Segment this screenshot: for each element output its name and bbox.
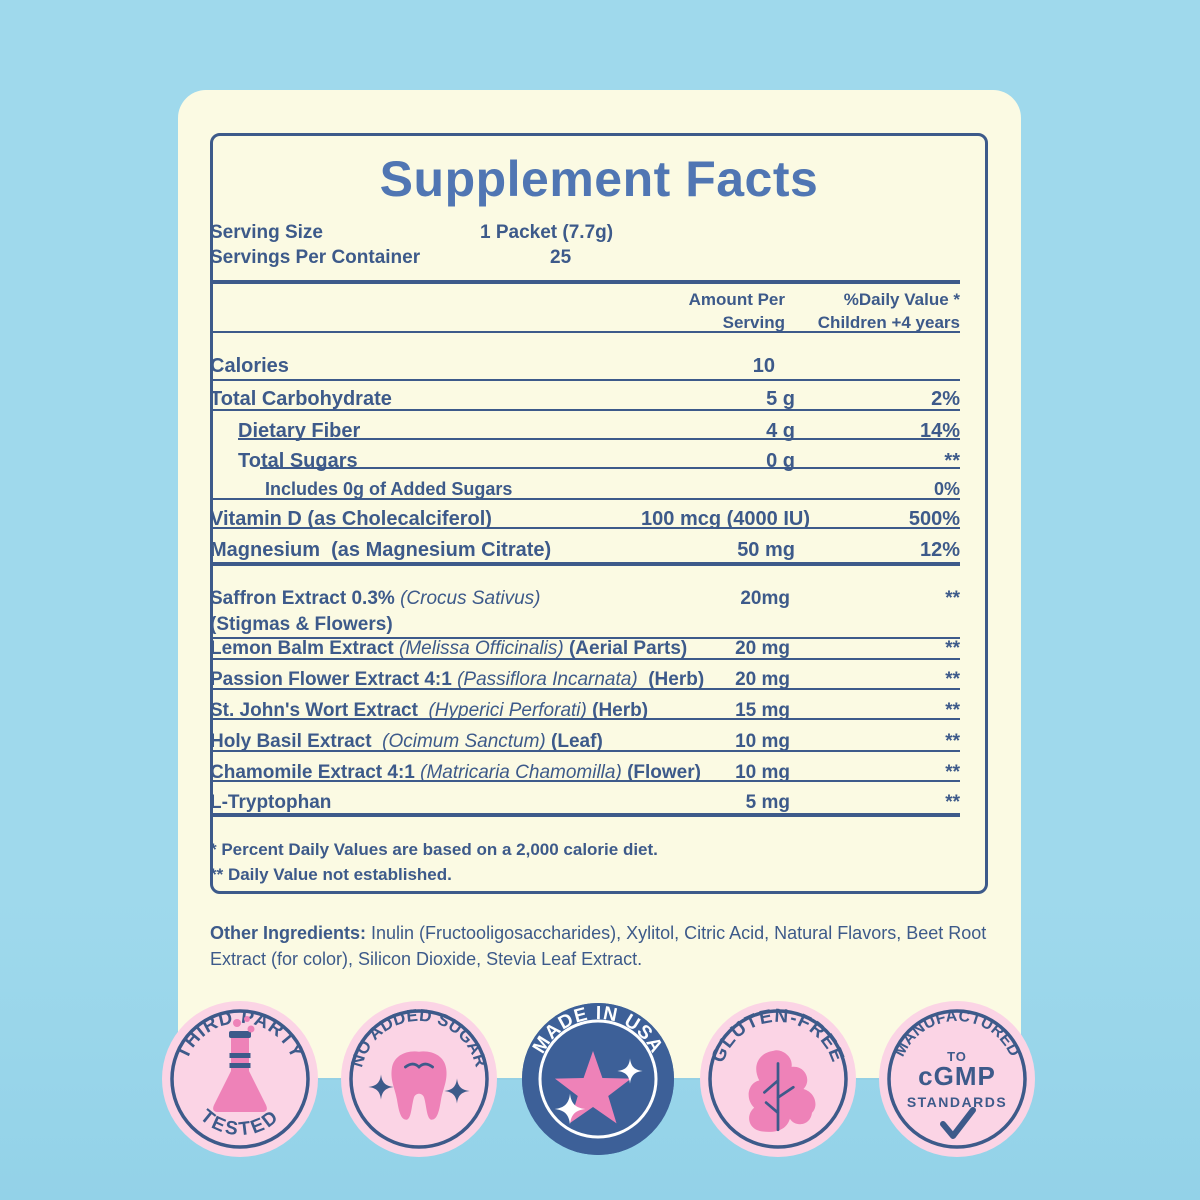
svg-text:cGMP: cGMP — [918, 1061, 996, 1091]
svg-text:STANDARDS: STANDARDS — [907, 1094, 1007, 1110]
